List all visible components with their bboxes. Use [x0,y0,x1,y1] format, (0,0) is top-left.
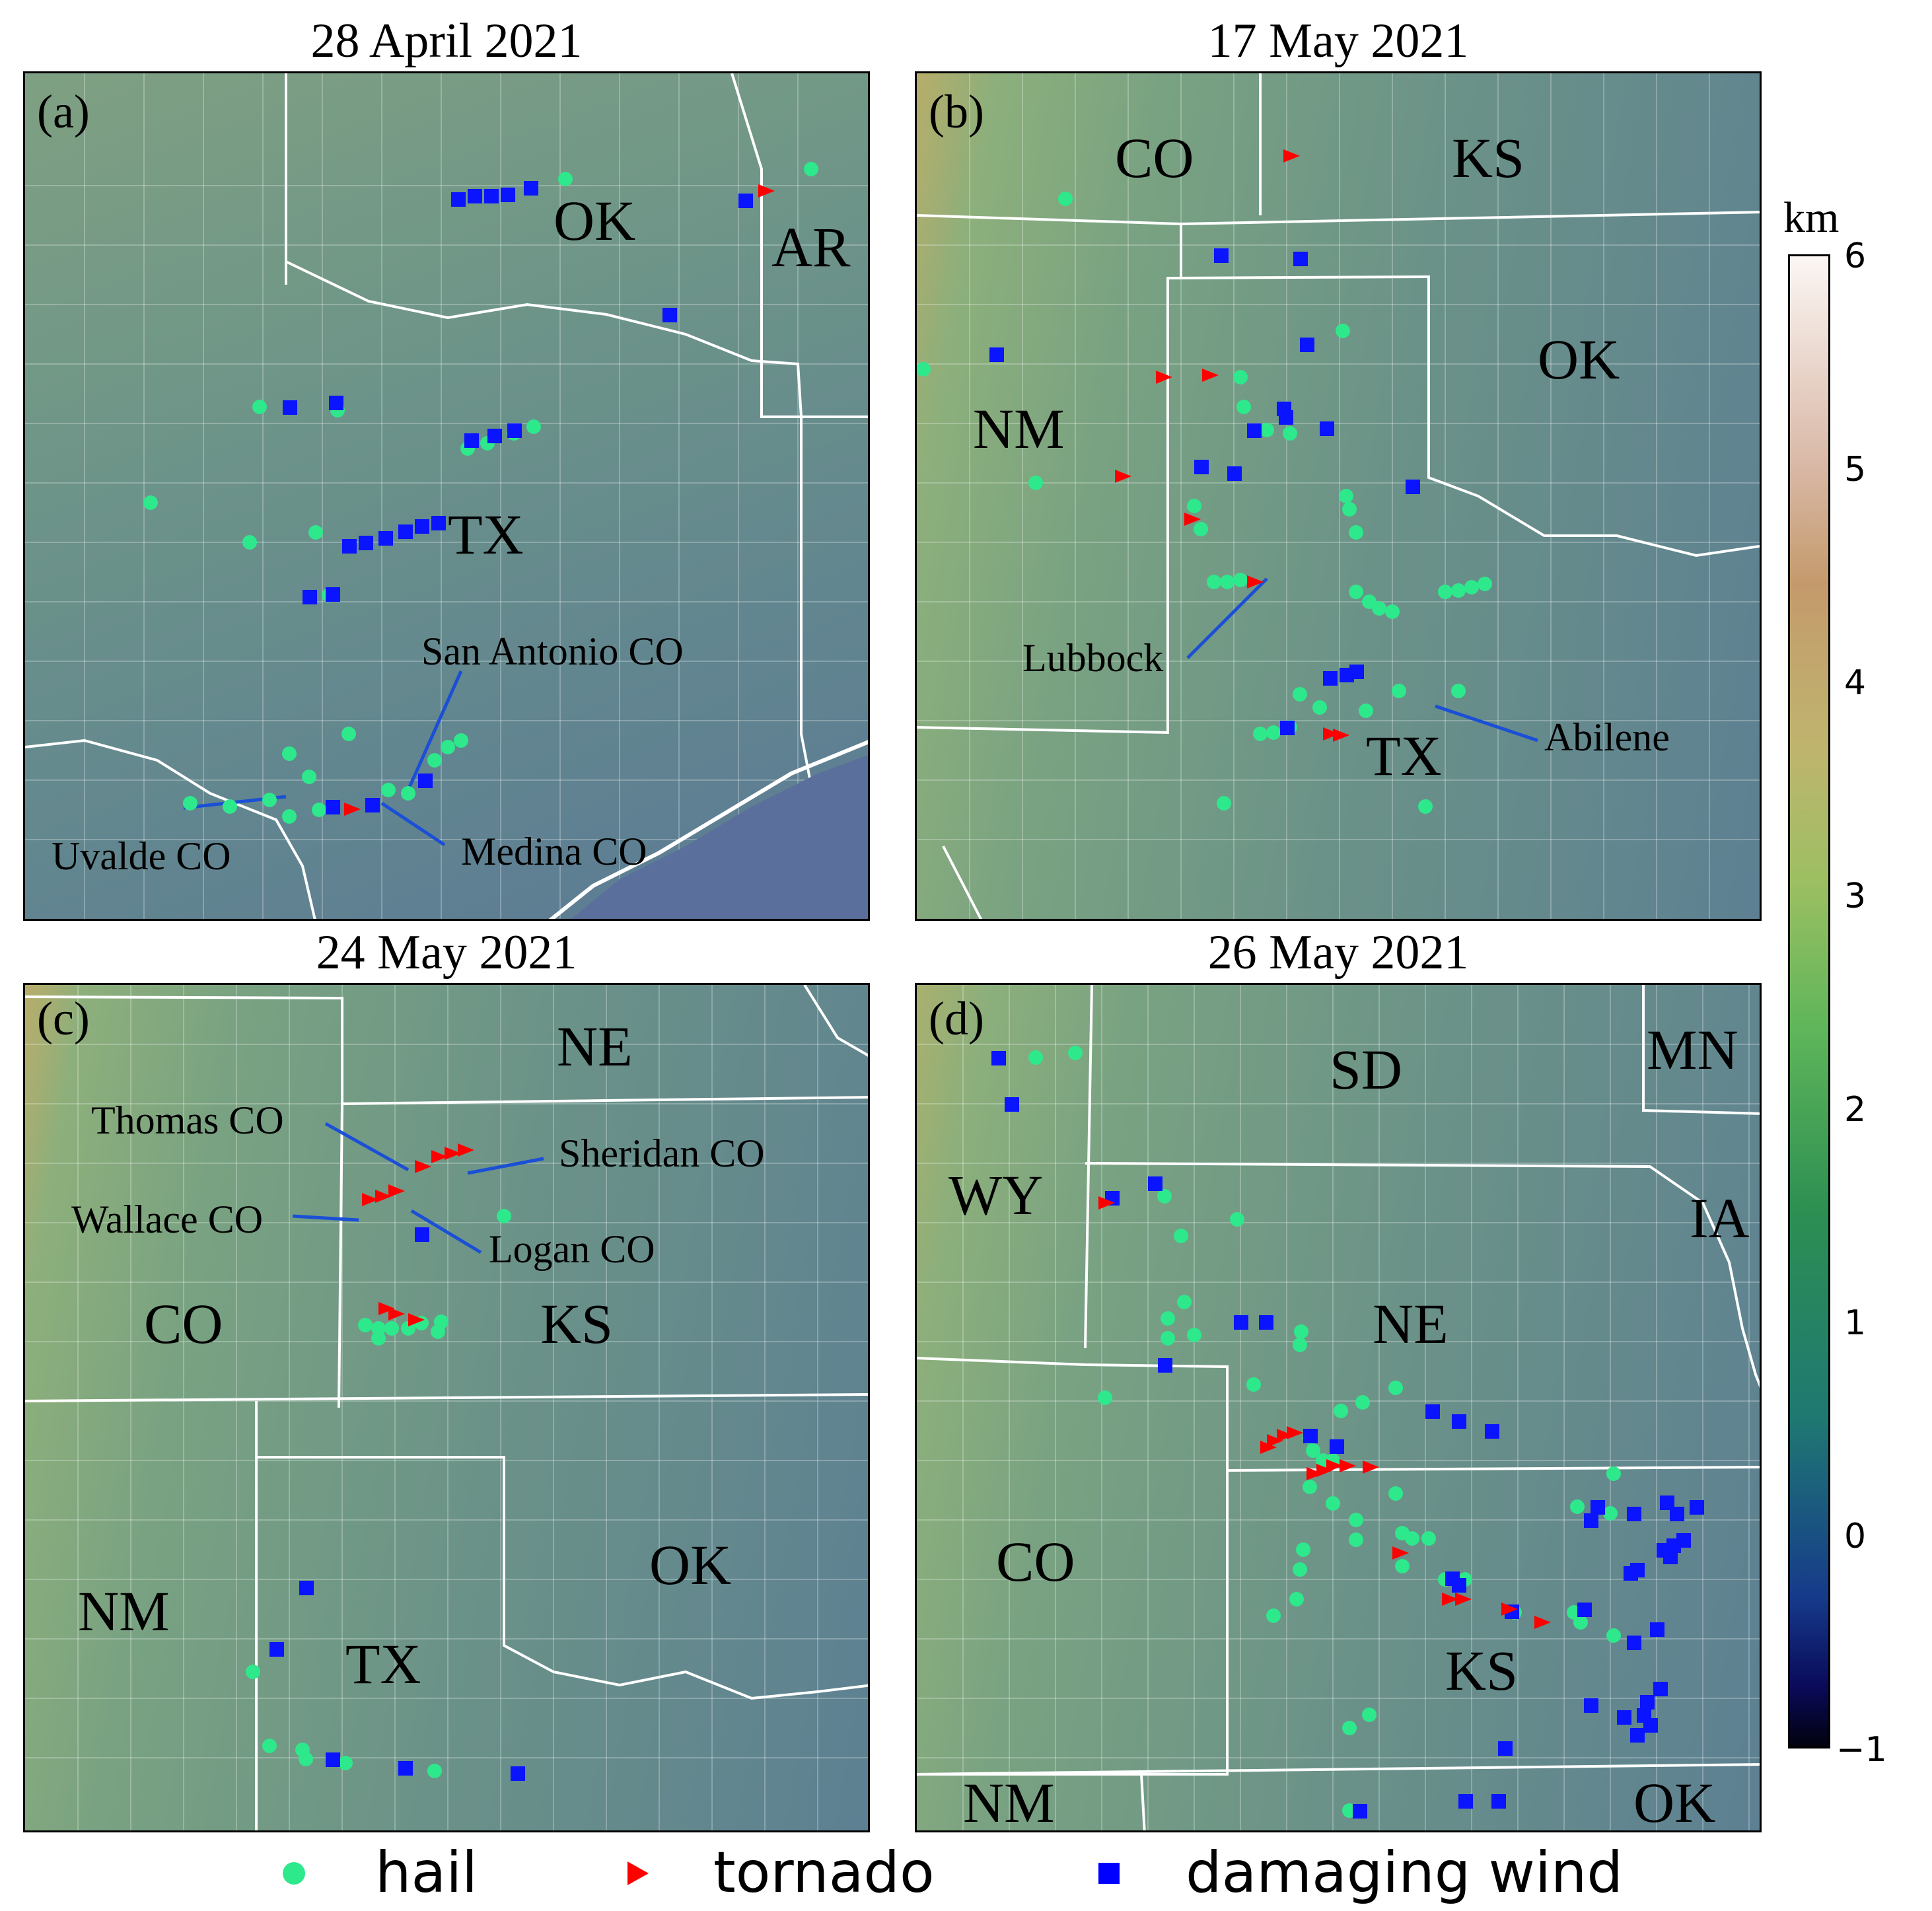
panel-c-title: 24 May 2021 [316,925,577,980]
colorbar-tick-5: 5 [1844,450,1867,489]
panel-a-map: (a) OK AR TX San Antonio CO Uvalde CO Me… [23,71,870,921]
wind-markers [991,1051,1704,1819]
annotation-uvalde: Uvalde CO [52,834,231,878]
annotation-lines [1186,577,1538,742]
state-label-co: CO [996,1530,1075,1593]
wind-markers [989,248,1420,735]
annotation-thomas: Thomas CO [91,1099,284,1142]
state-label-ks: KS [540,1292,613,1355]
legend-wind-label: damaging wind [1186,1840,1624,1906]
tornado-markers [1098,1196,1551,1629]
state-label-nm: NM [973,397,1065,460]
state-label-ok: OK [1633,1771,1716,1832]
colorbar-tick-1: 1 [1844,1303,1867,1343]
colorbar-tick-4: 4 [1844,663,1867,703]
state-label-nm: NM [963,1771,1055,1832]
state-label-co: CO [1115,126,1194,190]
colorbar [1788,254,1830,1749]
hail-markers [143,162,818,824]
colorbar-title: km [1783,194,1840,242]
panel-b-title: 17 May 2021 [1207,14,1469,68]
panel-a-graphics [25,73,868,919]
state-label-tx: TX [448,503,524,566]
county-lines [917,73,1760,919]
hail-markers [1028,1046,1621,1818]
panel-d-title: 26 May 2021 [1207,925,1469,980]
panel-d-letter: (d) [929,992,984,1045]
panel-b-graphics [917,73,1760,919]
state-boundaries [25,985,868,1830]
state-label-co: CO [144,1292,223,1355]
state-label-ia: IA [1690,1186,1750,1250]
state-label-ne: NE [557,1015,633,1078]
panel-c-graphics [25,985,868,1830]
panel-b-map: (b) CO KS OK NM TX Lubbock Abilene [915,71,1762,921]
county-lines [25,985,868,1830]
state-label-ne: NE [1373,1292,1449,1355]
colorbar-tick-minus1: −1 [1836,1730,1887,1770]
tornado-markers [362,1143,474,1326]
panel-b-letter: (b) [929,85,984,138]
annotation-wallace: Wallace CO [71,1198,264,1241]
tornado-markers [1115,149,1349,742]
gulf-water [571,755,868,919]
state-label-ks: KS [1445,1639,1518,1702]
state-label-wy: WY [948,1163,1044,1227]
panel-a-letter: (a) [37,85,90,138]
colorbar-tick-3: 3 [1844,877,1867,916]
state-label-ar: AR [771,215,851,279]
state-label-tx: TX [345,1632,421,1696]
state-label-ok: OK [1538,328,1620,391]
annotation-san-antonio: San Antonio CO [421,630,684,673]
state-label-ok: OK [649,1533,732,1597]
colorbar-tick-0: 0 [1844,1517,1867,1556]
panel-c-map: (c) NE CO KS OK NM TX Thomas CO Sheridan… [23,983,870,1832]
state-label-ks: KS [1452,126,1524,190]
state-boundaries [917,73,1760,919]
wind-markers [269,1227,525,1781]
panel-d-graphics [917,985,1760,1830]
legend-hail-marker [283,1862,305,1885]
panel-d-map: (d) SD MN WY IA NE CO KS NM OK [915,983,1762,1832]
legend-wind-marker [1098,1863,1120,1884]
state-label-mn: MN [1647,1018,1738,1081]
county-lines [25,73,868,919]
state-label-nm: NM [78,1579,170,1643]
annotation-abilene: Abilene [1544,715,1670,759]
state-boundaries [917,985,1760,1830]
wind-markers [283,181,753,814]
tornado-markers [344,184,775,816]
panel-a-title: 28 April 2021 [310,14,583,68]
legend-markers [283,1861,1120,1885]
annotation-lines [292,1122,544,1254]
legend-hail-label: hail [375,1840,478,1906]
panel-c-letter: (c) [37,992,90,1045]
state-label-ok: OK [554,189,636,252]
hail-markers [917,192,1492,814]
annotation-sheridan: Sheridan CO [559,1132,765,1175]
state-label-tx: TX [1366,724,1442,787]
state-label-sd: SD [1330,1038,1402,1101]
annotation-lubbock: Lubbock [1022,636,1164,680]
colorbar-tick-6: 6 [1844,236,1867,276]
colorbar-tick-2: 2 [1844,1090,1867,1130]
legend-tornado-label: tornado [713,1840,935,1906]
annotation-medina: Medina CO [461,830,647,873]
annotation-logan: Logan CO [489,1227,655,1271]
legend-tornado-marker [627,1861,649,1885]
